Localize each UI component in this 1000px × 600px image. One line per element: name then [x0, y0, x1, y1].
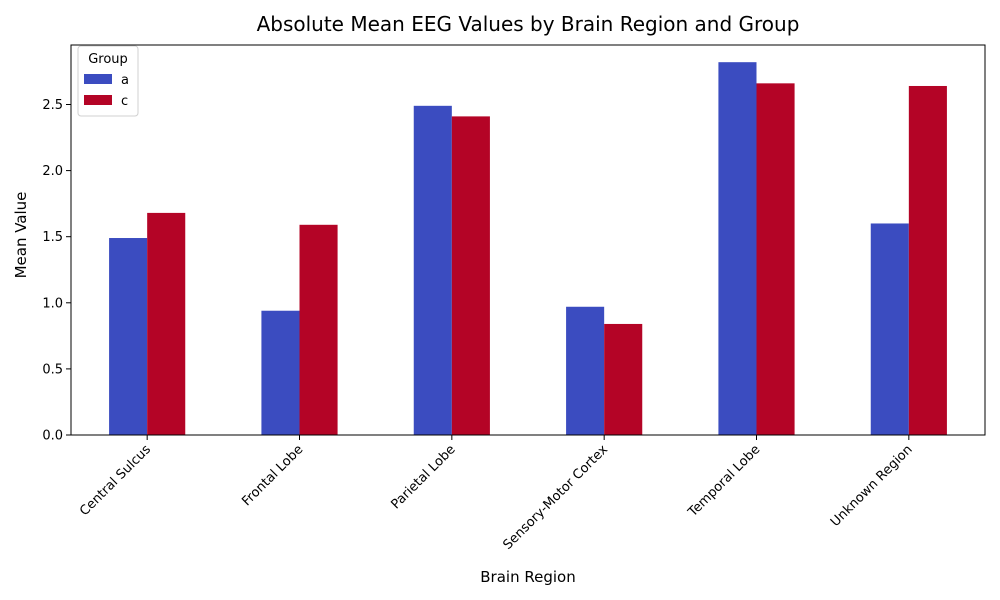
legend-swatch-a [84, 74, 112, 84]
plot-area: 0.0 0.5 1.0 1.5 2.0 2.5 Central Sulcus Frontal … [42, 44, 986, 553]
bar-c-4 [604, 323, 643, 435]
x-tick-label: Parietal Lobe [389, 442, 459, 512]
bar-c-5 [756, 83, 795, 435]
plot-frame [70, 44, 986, 436]
bar-c-1 [147, 212, 186, 435]
x-tick-label: Frontal Lobe [239, 442, 306, 509]
bar-c-6 [908, 85, 947, 436]
legend-label-c: c [121, 94, 128, 109]
legend-swatch-c [84, 95, 112, 105]
x-tick-label: Unknown Region [828, 442, 916, 530]
y-tick-label: 0.5 [42, 362, 63, 377]
y-tick-label: 2.0 [42, 164, 63, 179]
chart-title: Absolute Mean EEG Values by Brain Region… [257, 12, 800, 36]
bar-a-5 [718, 62, 757, 436]
bar-a-6 [870, 223, 909, 435]
bar-c-2 [299, 224, 338, 435]
bar-c-3 [451, 116, 490, 435]
x-tick-label: Sensory-Motor Cortex [500, 442, 611, 553]
x-axis-title: Brain Region [480, 568, 575, 586]
y-tick-label: 2.5 [42, 98, 63, 113]
y-tick-label: 0.0 [42, 429, 63, 444]
y-tick-label: 1.5 [42, 230, 63, 245]
bar-a-3 [413, 105, 452, 435]
x-tick-label: Central Sulcus [77, 442, 154, 519]
legend-label-a: a [121, 73, 129, 88]
y-axis-title: Mean Value [12, 192, 30, 279]
bar-a-1 [109, 238, 148, 435]
bar-a-4 [566, 306, 605, 435]
y-tick-label: 1.0 [42, 296, 63, 311]
legend: Group ac [77, 45, 139, 117]
x-tick-label: Temporal Lobe [685, 442, 763, 520]
legend-title: Group [88, 52, 128, 67]
bar-a-2 [261, 310, 300, 435]
